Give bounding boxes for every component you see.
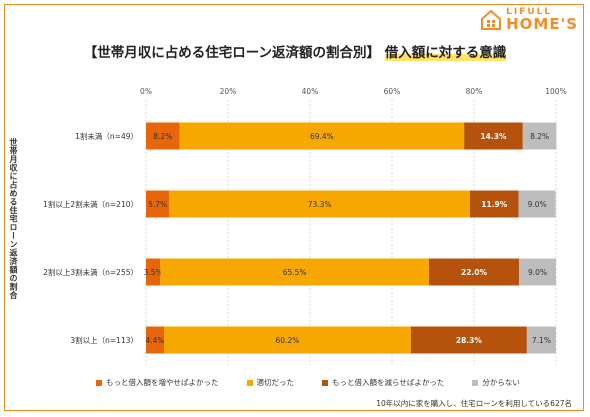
bar-segment bbox=[146, 190, 170, 218]
legend-item-more: もっと借入額を増やせばよかった bbox=[96, 377, 219, 388]
category-label: 1割以上2割未満（n=210） bbox=[43, 199, 138, 209]
chart-title-highlight: 借入額に対する意識 bbox=[384, 45, 507, 61]
category-label: 3割以上（n=113） bbox=[70, 335, 138, 345]
logo-top-text: LIFULL bbox=[506, 7, 553, 17]
bar-segment bbox=[146, 326, 165, 354]
bar-segment bbox=[146, 258, 161, 286]
lifull-homes-logo: LIFULL HOME'S bbox=[480, 8, 578, 32]
data-label: 73.3% bbox=[308, 200, 332, 209]
legend: もっと借入額を増やせばよかった 適切だった もっと借入額を減らせばよかった 分か… bbox=[96, 377, 520, 388]
data-label: 11.9% bbox=[481, 200, 508, 209]
data-label: 28.3% bbox=[456, 336, 483, 345]
data-label: 22.0% bbox=[461, 268, 488, 277]
x-tick-label: 0% bbox=[140, 87, 152, 96]
legend-item-unknown: 分からない bbox=[472, 377, 520, 388]
bar-segment bbox=[469, 190, 519, 218]
chart-title-main: 【世帯月収に占める住宅ローン返済額の割合別】 bbox=[83, 45, 381, 61]
bar-segment bbox=[526, 326, 556, 354]
x-tick-label: 20% bbox=[220, 87, 237, 96]
data-label: 14.3% bbox=[480, 132, 507, 141]
legend-label-more: もっと借入額を増やせばよかった bbox=[106, 378, 219, 387]
data-label: 3.5% bbox=[144, 268, 163, 277]
legend-label-less: もっと借入額を減らせばよかった bbox=[332, 378, 445, 387]
data-label: 9.0% bbox=[528, 268, 547, 277]
chart-title: 【世帯月収に占める住宅ローン返済額の割合別】 借入額に対する意識 bbox=[0, 41, 590, 61]
legend-swatch-ok bbox=[246, 379, 253, 386]
bar-segment bbox=[518, 190, 556, 218]
category-label: 1割未満（n=49） bbox=[75, 131, 138, 141]
sample-note: 10年以内に家を購入し、住宅ローンを利用している627名 bbox=[376, 399, 572, 408]
legend-swatch-more bbox=[96, 379, 102, 386]
legend-swatch-unknown bbox=[472, 379, 479, 386]
bar-segment bbox=[428, 258, 520, 286]
x-tick-label: 60% bbox=[384, 87, 401, 96]
data-label: 8.2% bbox=[530, 132, 549, 141]
bar-segment bbox=[179, 122, 465, 150]
bar-segment bbox=[519, 258, 556, 286]
data-label: 69.4% bbox=[310, 132, 334, 141]
bar-segment bbox=[160, 258, 429, 286]
x-tick-label: 100% bbox=[545, 87, 566, 96]
bar-segment bbox=[164, 326, 411, 354]
bar-segment bbox=[522, 122, 557, 150]
bar-segment bbox=[169, 190, 470, 218]
data-label: 65.5% bbox=[283, 268, 307, 277]
data-label: 4.4% bbox=[145, 336, 164, 345]
data-label: 7.1% bbox=[532, 336, 551, 345]
logo-main-text: HOME'S bbox=[506, 15, 578, 33]
bar-segment bbox=[146, 122, 180, 150]
x-tick-label: 80% bbox=[466, 87, 483, 96]
category-label: 2割以上3割未満（n=255） bbox=[43, 267, 138, 277]
y-axis-label: 世帯月収に占める住宅ローン返済額の割合 bbox=[9, 138, 18, 300]
x-tick-label: 40% bbox=[302, 87, 319, 96]
legend-item-ok: 適切だった bbox=[246, 377, 295, 388]
data-label: 8.2% bbox=[153, 132, 172, 141]
legend-label-unknown: 分からない bbox=[482, 378, 520, 387]
house-icon bbox=[481, 9, 502, 30]
data-label: 60.2% bbox=[276, 336, 300, 345]
data-label: 5.7% bbox=[148, 200, 167, 209]
bar-segment bbox=[410, 326, 527, 354]
legend-label-ok: 適切だった bbox=[256, 378, 295, 387]
legend-item-less: もっと借入額を減らせばよかった bbox=[322, 377, 444, 388]
data-label: 9.0% bbox=[528, 200, 547, 209]
legend-swatch-less bbox=[322, 379, 328, 386]
bar-segment bbox=[464, 122, 523, 150]
